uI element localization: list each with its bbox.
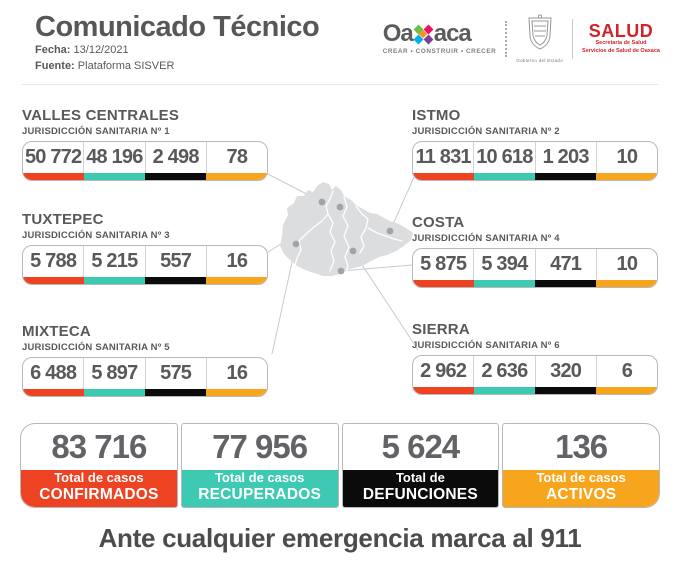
region-jurisdiction: JURISDICCIÓN SANITARIA Nº 6 xyxy=(412,339,560,351)
deaths-value: 471 xyxy=(536,248,597,280)
region-statbox: 11 831 10 618 1 203 10 xyxy=(412,140,658,181)
category-color-strip xyxy=(23,388,267,396)
region-statbox: 2 962 2 636 320 6 xyxy=(412,354,658,395)
active-value: 10 xyxy=(616,145,638,168)
region-costa: COSTA JURISDICCIÓN SANITARIA Nº 4 5 875 … xyxy=(412,214,658,288)
region-tuxtepec: TUXTEPEC JURISDICCIÓN SANITARIA Nº 3 5 7… xyxy=(22,211,268,285)
source-label: Fuente: xyxy=(35,59,75,72)
recovered-value: 10 618 xyxy=(474,141,536,173)
region-jurisdiction: JURISDICCIÓN SANITARIA Nº 4 xyxy=(412,232,560,244)
crest-caption: Gobierno del Estado xyxy=(516,58,564,63)
confirmed-value: 11 831 xyxy=(413,141,475,173)
emergency-notice: Ante cualquier emergencia marca al 911 xyxy=(98,523,582,553)
total-confirmed-label: Total de casos CONFIRMADOS xyxy=(21,470,177,507)
region-statbox: 5 788 5 215 557 16 xyxy=(22,244,268,285)
connector-lines xyxy=(265,172,419,355)
total-active: 136 Total de casos ACTIVOS xyxy=(502,423,660,508)
oaxaca-logo-text-pre: Oa xyxy=(382,20,414,47)
region-sierra: SIERRA JURISDICCIÓN SANITARIA Nº 6 2 962… xyxy=(412,321,658,395)
salud-logo: SALUD Secretaría de Salud Servicios de S… xyxy=(582,22,660,55)
region-istmo: ISTMO JURISDICCIÓN SANITARIA Nº 2 11 831… xyxy=(412,107,658,181)
confirmed-value: 6 488 xyxy=(23,357,85,389)
deaths-value: 2 498 xyxy=(146,141,207,173)
active-value: 10 xyxy=(616,252,638,275)
category-color-strip xyxy=(413,172,657,180)
region-jurisdiction: JURISDICCIÓN SANITARIA Nº 5 xyxy=(22,341,170,353)
page-title: Comunicado Técnico xyxy=(35,11,320,43)
confirmed-value: 2 962 xyxy=(413,355,475,387)
total-deaths: 5 624 Total de DEFUNCIONES xyxy=(341,423,500,508)
deaths-value: 575 xyxy=(146,357,207,389)
region-statbox: 6 488 5 897 575 16 xyxy=(22,356,268,397)
date-value: 13/12/2021 xyxy=(73,44,129,57)
region-title: ISTMO xyxy=(412,107,461,124)
state-silhouette xyxy=(280,182,413,276)
region-title: VALLES CENTRALES xyxy=(22,107,180,124)
logo-group: Oa aca CREAR • CONSTRUIR • CRECER Gobier… xyxy=(383,14,660,63)
category-color-strip xyxy=(23,172,267,180)
dotted-separator xyxy=(505,20,508,57)
total-recovered-label: Total de casos RECUPERADOS xyxy=(181,470,338,507)
salud-title: SALUD xyxy=(588,21,654,42)
header: Comunicado Técnico Fecha: 13/12/2021 Fue… xyxy=(35,11,320,74)
crest-icon xyxy=(528,14,552,50)
total-recovered-value: 77 956 xyxy=(212,428,308,465)
category-color-strip xyxy=(413,386,657,394)
confirmed-value: 5 875 xyxy=(413,248,475,280)
active-value: 16 xyxy=(226,249,248,272)
oaxaca-tagline: CREAR • CONSTRUIR • CRECER xyxy=(382,48,497,55)
source-line: Fuente: Plataforma SISVER xyxy=(35,59,319,74)
total-active-label: Total de casos ACTIVOS xyxy=(503,470,659,507)
region-statbox: 50 772 48 196 2 498 78 xyxy=(22,140,268,181)
state-crest: Gobierno del Estado xyxy=(516,14,563,63)
region-marker-dots xyxy=(292,198,394,275)
region-title: TUXTEPEC xyxy=(22,211,104,228)
deaths-value: 1 203 xyxy=(536,141,597,173)
category-color-strip xyxy=(413,279,657,287)
active-value: 6 xyxy=(621,359,633,382)
recovered-value: 5 897 xyxy=(84,357,146,389)
total-deaths-value: 5 624 xyxy=(381,428,461,465)
salud-subtitle-1: Secretaría de Salud xyxy=(595,40,647,47)
oaxaca-logo-text-post: aca xyxy=(433,20,472,47)
region-jurisdiction: JURISDICCIÓN SANITARIA Nº 2 xyxy=(412,125,560,137)
confirmed-value: 50 772 xyxy=(23,141,85,173)
total-confirmed-value: 83 716 xyxy=(51,428,147,465)
deaths-value: 557 xyxy=(146,245,207,277)
active-value: 16 xyxy=(226,361,248,384)
region-valles-centrales: VALLES CENTRALES JURISDICCIÓN SANITARIA … xyxy=(22,107,268,181)
deaths-value: 320 xyxy=(536,355,597,387)
recovered-value: 5 215 xyxy=(84,245,146,277)
recovered-value: 48 196 xyxy=(84,141,146,173)
total-active-value: 136 xyxy=(555,428,608,465)
region-statbox: 5 875 5 394 471 10 xyxy=(412,247,658,288)
confirmed-value: 5 788 xyxy=(23,245,85,277)
total-deaths-label: Total de DEFUNCIONES xyxy=(342,470,499,507)
recovered-value: 2 636 xyxy=(474,355,536,387)
total-confirmed: 83 716 Total de casos CONFIRMADOS xyxy=(20,423,178,508)
oaxaca-logo: Oa aca CREAR • CONSTRUIR • CRECER xyxy=(382,20,497,56)
recovered-value: 5 394 xyxy=(474,248,536,280)
region-jurisdiction: JURISDICCIÓN SANITARIA Nº 1 xyxy=(22,125,170,137)
line-separator xyxy=(572,18,574,59)
totals-row: 83 716 Total de casos CONFIRMADOS 77 956… xyxy=(20,423,660,508)
total-recovered: 77 956 Total de casos RECUPERADOS xyxy=(180,423,339,508)
category-color-strip xyxy=(23,276,267,284)
date-label: Fecha: xyxy=(35,44,71,57)
region-title: MIXTECA xyxy=(22,323,91,340)
source-value: Plataforma SISVER xyxy=(77,59,175,72)
jurisdiction-borders xyxy=(294,190,403,273)
region-title: COSTA xyxy=(412,214,465,231)
salud-subtitle-2: Servicios de Salud de Oaxaca xyxy=(582,47,660,54)
active-value: 78 xyxy=(226,145,248,168)
date-line: Fecha: 13/12/2021 xyxy=(35,43,319,58)
header-divider xyxy=(22,84,658,85)
region-mixteca: MIXTECA JURISDICCIÓN SANITARIA Nº 5 6 48… xyxy=(22,323,268,397)
oaxaca-x-icon xyxy=(413,24,434,44)
region-jurisdiction: JURISDICCIÓN SANITARIA Nº 3 xyxy=(22,229,170,241)
region-title: SIERRA xyxy=(412,321,470,338)
